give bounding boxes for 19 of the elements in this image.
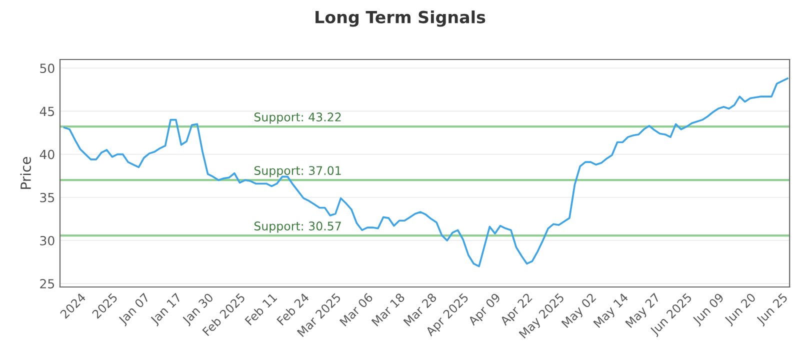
y-tick-label: 30	[40, 236, 54, 246]
ref-line-label: Support: 37.01	[254, 166, 341, 178]
x-tick-label: Jun 09	[692, 292, 726, 327]
chart-title: Long Term Signals	[316, 10, 486, 27]
y-tick-label: 50	[40, 64, 54, 74]
line-series	[63, 78, 788, 268]
y-tick-label: 35	[40, 192, 54, 202]
y-tick-label: 40	[40, 150, 54, 160]
y-tick-label: 25	[40, 279, 54, 288]
ref-line-label: Support: 30.57	[254, 222, 341, 233]
ref-line-label: Support: 43.22	[254, 112, 341, 124]
x-tick-label: Jun 25	[756, 292, 790, 327]
x-tick-label: Feb 11	[244, 292, 278, 326]
x-tick-label: Jan 17	[150, 292, 184, 326]
x-tick-label: Jan 07	[118, 292, 152, 326]
x-tick-label: Jun 20	[724, 292, 758, 327]
y-axis-title: Price	[20, 157, 31, 189]
y-tick-label: 45	[40, 106, 54, 116]
x-tick-label: Apr 09	[467, 292, 502, 328]
